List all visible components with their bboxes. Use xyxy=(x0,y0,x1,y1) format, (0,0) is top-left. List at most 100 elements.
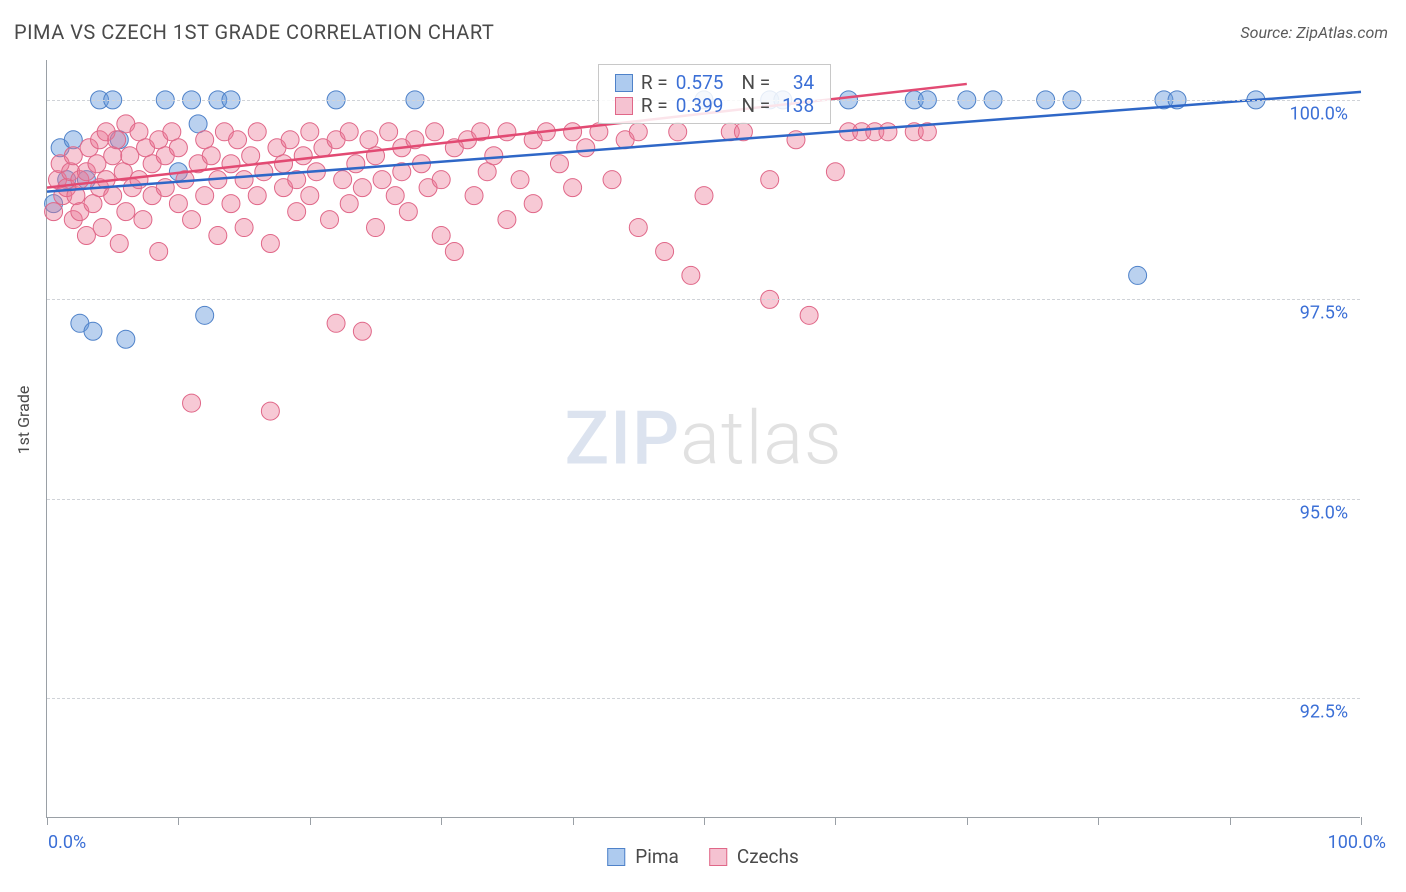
x-tick xyxy=(1098,817,1099,825)
x-tick xyxy=(967,817,968,825)
stats-legend-box: R =0.575N =34R =0.399N =138 xyxy=(598,64,831,124)
data-point xyxy=(826,163,844,181)
data-point xyxy=(321,211,339,229)
data-point xyxy=(209,227,227,245)
data-point xyxy=(426,123,444,141)
data-point xyxy=(84,195,102,213)
data-point xyxy=(445,242,463,260)
data-point xyxy=(380,123,398,141)
data-point xyxy=(110,235,128,253)
y-tick-label: 97.5% xyxy=(1296,303,1352,324)
data-point xyxy=(360,131,378,149)
x-tick xyxy=(704,817,705,825)
data-point xyxy=(603,171,621,189)
chart-source: Source: ZipAtlas.com xyxy=(1240,23,1388,42)
legend-r-label: R = xyxy=(641,71,668,94)
data-point xyxy=(222,195,240,213)
data-point xyxy=(550,155,568,173)
x-tick xyxy=(47,817,48,825)
legend-item: Czechs xyxy=(709,845,799,868)
data-point xyxy=(340,195,358,213)
data-point xyxy=(261,402,279,420)
gridline xyxy=(47,299,1360,300)
data-point xyxy=(695,187,713,205)
legend-stats-row: R =0.399N =138 xyxy=(615,94,814,117)
data-point xyxy=(229,131,247,149)
x-tick xyxy=(573,817,574,825)
data-point xyxy=(104,147,122,165)
data-point xyxy=(248,187,266,205)
data-point xyxy=(169,195,187,213)
data-point xyxy=(64,131,82,149)
legend-n-value: 138 xyxy=(778,94,814,117)
data-point xyxy=(327,314,345,332)
data-point xyxy=(88,155,106,173)
data-point xyxy=(353,322,371,340)
data-point xyxy=(682,266,700,284)
data-point xyxy=(275,155,293,173)
data-point xyxy=(196,306,214,324)
data-point xyxy=(465,187,483,205)
data-point xyxy=(511,171,529,189)
x-axis-max-label: 100.0% xyxy=(1328,832,1386,853)
x-tick xyxy=(1230,817,1231,825)
x-axis-min-label: 0.0% xyxy=(48,832,86,853)
data-point xyxy=(235,171,253,189)
data-point xyxy=(163,123,181,141)
data-point xyxy=(248,123,266,141)
legend-series-name: Pima xyxy=(635,845,679,868)
data-point xyxy=(432,171,450,189)
data-point xyxy=(255,163,273,181)
data-point xyxy=(301,123,319,141)
y-tick-label: 95.0% xyxy=(1296,502,1352,523)
data-point xyxy=(134,211,152,229)
data-point xyxy=(117,203,135,221)
data-point xyxy=(235,219,253,237)
data-point xyxy=(104,187,122,205)
y-tick-label: 92.5% xyxy=(1296,702,1352,723)
legend-n-value: 34 xyxy=(778,71,814,94)
data-point xyxy=(761,171,779,189)
data-point xyxy=(108,131,126,149)
data-point xyxy=(629,123,647,141)
data-point xyxy=(301,187,319,205)
data-point xyxy=(1129,266,1147,284)
data-point xyxy=(432,227,450,245)
data-point xyxy=(121,147,139,165)
legend-stats-row: R =0.575N =34 xyxy=(615,71,814,94)
data-point xyxy=(669,123,687,141)
data-point xyxy=(564,123,582,141)
x-tick xyxy=(1361,817,1362,825)
x-tick xyxy=(441,817,442,825)
data-point xyxy=(340,123,358,141)
series-legend: Pima Czechs xyxy=(607,845,799,868)
data-point xyxy=(353,179,371,197)
data-point xyxy=(281,131,299,149)
data-point xyxy=(93,219,111,237)
data-point xyxy=(288,203,306,221)
legend-swatch xyxy=(607,848,625,866)
data-point xyxy=(64,147,82,165)
data-point xyxy=(77,227,95,245)
data-point xyxy=(242,147,260,165)
y-tick-label: 100.0% xyxy=(1286,103,1352,124)
chart-title: PIMA VS CZECH 1ST GRADE CORRELATION CHAR… xyxy=(14,20,494,44)
data-point xyxy=(498,211,516,229)
legend-r-value: 0.575 xyxy=(676,71,724,94)
data-point xyxy=(879,123,897,141)
data-point xyxy=(150,242,168,260)
data-point xyxy=(84,322,102,340)
data-point xyxy=(183,394,201,412)
data-point xyxy=(261,235,279,253)
data-point xyxy=(498,123,516,141)
data-point xyxy=(478,163,496,181)
gridline xyxy=(47,698,1360,699)
data-point xyxy=(117,330,135,348)
chart-plot-area: ZIPatlas 100.0%97.5%95.0%92.5% xyxy=(46,60,1360,818)
legend-swatch xyxy=(615,97,633,115)
data-point xyxy=(577,139,595,157)
data-point xyxy=(294,147,312,165)
y-axis-label: 1st Grade xyxy=(14,386,33,455)
legend-series-name: Czechs xyxy=(737,845,799,868)
data-point xyxy=(485,147,503,165)
